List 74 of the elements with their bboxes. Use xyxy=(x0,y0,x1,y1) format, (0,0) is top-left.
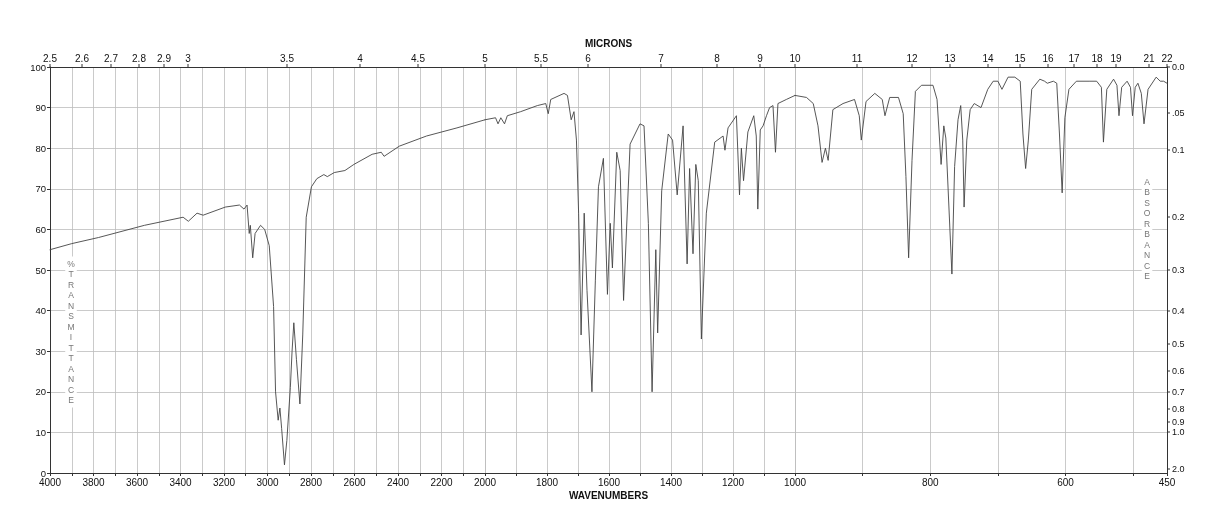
text: .05 xyxy=(1172,108,1185,118)
y-tick-label: 60 xyxy=(35,223,46,235)
text: 2.6 xyxy=(75,52,90,64)
y-tick-label: 80 xyxy=(35,142,46,154)
x-tick-label: 2600 xyxy=(343,476,367,488)
text: 0.5 xyxy=(1172,339,1185,349)
text: 0.3 xyxy=(1172,265,1185,275)
y-tick-label: 10 xyxy=(35,426,46,438)
text: 0.0 xyxy=(1172,62,1185,72)
text: 0.9 xyxy=(1172,417,1185,427)
text: 0.8 xyxy=(1172,404,1185,414)
x-tick-label: 3000 xyxy=(256,476,280,488)
x-tick-label: 3600 xyxy=(125,476,149,488)
text: 2.8 xyxy=(132,52,147,64)
x-tick-label: 2000 xyxy=(473,476,497,488)
text: 13 xyxy=(944,52,956,64)
y-tick-label: 90 xyxy=(35,102,46,114)
text: 19 xyxy=(1110,52,1122,64)
x2-axis-title: MICRONS xyxy=(584,37,633,49)
text: 22 xyxy=(1161,52,1173,64)
text: 0.2 xyxy=(1172,212,1185,222)
text: 2.5 xyxy=(43,52,58,64)
text: 5.5 xyxy=(534,52,549,64)
x-tick-label: 4000 xyxy=(38,476,62,488)
text: 5 xyxy=(482,52,489,64)
text: 4 xyxy=(357,52,364,64)
text: 10 xyxy=(789,52,801,64)
x-tick-label: 1200 xyxy=(721,476,745,488)
text: 18 xyxy=(1091,52,1103,64)
text: 17 xyxy=(1068,52,1080,64)
x-tick-label: 600 xyxy=(1057,476,1075,488)
text: 21 xyxy=(1143,52,1155,64)
x-tick-label: 1000 xyxy=(783,476,807,488)
text: 7 xyxy=(658,52,665,64)
text: 6 xyxy=(585,52,592,64)
x-tick-label: 2200 xyxy=(430,476,454,488)
text: 2.7 xyxy=(104,52,119,64)
y-tick-label: 100 xyxy=(30,61,46,73)
text: 0.4 xyxy=(1172,306,1185,316)
x-tick-label: 1400 xyxy=(659,476,683,488)
text: 4.5 xyxy=(411,52,426,64)
text: %TRANSMITTANCE xyxy=(67,258,75,406)
x-tick-label: 2400 xyxy=(386,476,410,488)
text: 11 xyxy=(851,52,863,64)
text: 1.0 xyxy=(1172,427,1185,437)
y-tick-label: 0 xyxy=(40,467,46,479)
y-tick-label: 50 xyxy=(35,264,46,276)
x-tick-label: 3200 xyxy=(212,476,236,488)
x-tick-label: 1600 xyxy=(597,476,621,488)
text: 16 xyxy=(1042,52,1054,64)
x-tick-label: 3800 xyxy=(82,476,106,488)
text: 2.0 xyxy=(1172,464,1185,474)
text: 0.7 xyxy=(1172,387,1185,397)
text: 12 xyxy=(906,52,918,64)
x-tick-label: 2800 xyxy=(299,476,323,488)
text: 15 xyxy=(1014,52,1026,64)
y-tick-label: 30 xyxy=(35,345,46,357)
text: 2.9 xyxy=(157,52,172,64)
y-tick-label: 20 xyxy=(35,386,46,398)
x-tick-label: 1800 xyxy=(535,476,559,488)
x-tick-label: 800 xyxy=(921,476,940,488)
x-axis-title: WAVENUMBERS xyxy=(568,489,649,501)
x-tick-label: 3400 xyxy=(169,476,193,488)
text: 3.5 xyxy=(280,52,295,64)
y-tick-label: 40 xyxy=(35,305,46,317)
text: 0.6 xyxy=(1172,366,1185,376)
text: 0.1 xyxy=(1172,145,1185,155)
y-tick-label: 70 xyxy=(35,183,46,195)
text: 14 xyxy=(982,52,994,64)
text: 9 xyxy=(757,52,764,64)
text: 3 xyxy=(185,52,192,64)
text: 8 xyxy=(714,52,721,64)
x-tick-label: 450 xyxy=(1158,476,1176,488)
text: ABSORBANCE xyxy=(1143,176,1151,282)
